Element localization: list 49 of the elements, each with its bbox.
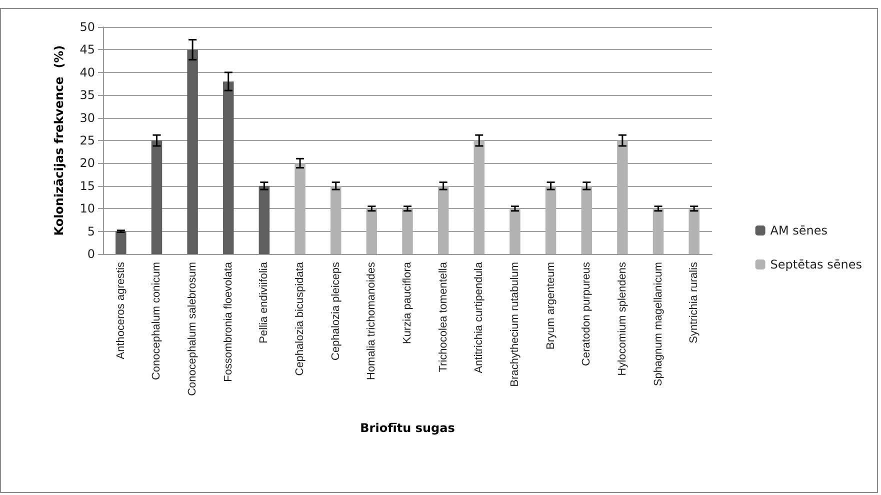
x-tick-label: Bryum argenteum: [544, 262, 557, 350]
x-tick-label: Hylocomium splendens: [616, 262, 628, 376]
bar: [688, 208, 700, 254]
bar: [151, 140, 162, 254]
y-tick-label: 30: [80, 110, 95, 125]
x-tick-label: Cephalozia bicuspidata: [294, 261, 306, 376]
bar: [116, 231, 126, 254]
x-tick-label: Cephalozia pleiceps: [330, 262, 342, 360]
x-tick-label: Syntrichia ruralis: [688, 262, 700, 344]
x-tick-label: Pellia endiviifolia: [258, 261, 270, 344]
y-axis-title: Kolonizācijas frekvence (%): [52, 45, 66, 236]
bar: [438, 186, 449, 254]
bar: [510, 208, 520, 254]
bar: [223, 81, 234, 254]
y-tick-label: 40: [80, 65, 95, 80]
y-tick-label: 35: [80, 88, 95, 102]
x-axis-title: Briofītu sugas: [360, 421, 455, 435]
legend-label: Septētas sēnes: [770, 258, 862, 272]
x-tick-label: Conocephalum conicum: [150, 262, 163, 380]
x-tick-label: Kurzia pauciflora: [402, 261, 414, 344]
bar: [652, 208, 664, 254]
bar: [402, 208, 413, 254]
bar: [187, 50, 198, 254]
y-tick-label: 20: [80, 156, 95, 170]
x-tick-label: Ceratodon purpureus: [580, 262, 593, 366]
y-tick-label: 50: [80, 20, 95, 34]
x-tick-label: Homalia trichomanoides: [366, 262, 378, 380]
bar: [294, 163, 306, 254]
y-tick-label: 25: [80, 134, 95, 148]
y-tick-label: 0: [87, 247, 95, 261]
legend-label: AM sēnes: [770, 224, 828, 238]
x-tick-label: Sphagnum magellanicum: [652, 262, 664, 386]
x-tick-label: Conocephalum salebrosum: [186, 262, 199, 396]
y-tick-label: 45: [80, 42, 95, 57]
x-tick-label: Fossombronia floevolata: [222, 261, 234, 382]
bar: [366, 208, 378, 254]
bar: [617, 140, 628, 254]
y-tick-label: 5: [87, 224, 95, 238]
bar: [330, 186, 342, 254]
bar: [581, 186, 592, 254]
y-tick-label: 10: [80, 202, 95, 216]
bar: [474, 140, 485, 254]
x-tick-label: Trichocolea tomentella: [437, 261, 450, 372]
y-tick-label: 15: [80, 178, 95, 193]
x-tick-label: Anthoceros agrestis: [114, 262, 127, 360]
bar: [545, 186, 556, 254]
x-tick-label: Brachythecium rutabulum: [508, 262, 521, 387]
bar: [258, 186, 270, 254]
x-tick-label: Antitrichia curtipendula: [473, 261, 486, 374]
